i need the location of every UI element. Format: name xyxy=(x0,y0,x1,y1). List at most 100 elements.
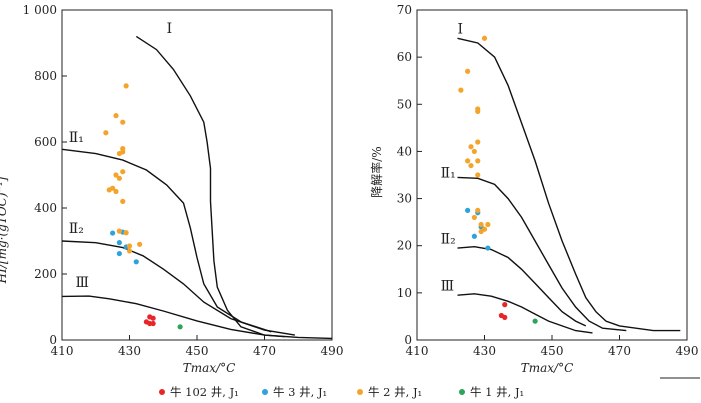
data-point-niu3 xyxy=(133,259,139,265)
kerogen-curve xyxy=(61,240,296,336)
curve-label: Ⅰ xyxy=(458,22,464,38)
data-point-niu2 xyxy=(106,187,112,193)
y-tick-label: 200 xyxy=(34,267,57,281)
data-point-niu2 xyxy=(475,108,481,114)
x-tick-label: 470 xyxy=(253,344,276,358)
ylabel-left: HI/[mg·(gTOC)⁻¹] xyxy=(0,176,9,284)
data-point-niu2 xyxy=(113,172,119,178)
y-tick-label: 0 xyxy=(404,333,412,347)
data-point-niu2 xyxy=(471,148,477,155)
data-point-niu2 xyxy=(465,158,471,164)
data-point-niu2 xyxy=(475,158,481,164)
data-point-niu102 xyxy=(502,314,508,320)
panel-left: HI/[mg·(gTOC)⁻¹] Tmax/°C 410 430 450 470 490… xyxy=(0,3,343,375)
data-point-niu3 xyxy=(110,230,116,236)
curve-label: Ⅱ₂ xyxy=(441,231,456,247)
data-point-niu2 xyxy=(116,228,122,234)
y-tick-label: 800 xyxy=(34,69,57,83)
xlabel-left: Tmax/°C xyxy=(183,361,236,375)
kerogen-curve xyxy=(61,148,272,333)
data-point-niu2 xyxy=(475,207,481,213)
curve-label: Ⅲ xyxy=(441,279,455,295)
legend-label-niu2: 牛 2 井, J₁ xyxy=(368,385,422,399)
y-tick-label: 600 xyxy=(34,135,57,149)
x-tick-label: 450 xyxy=(186,344,209,358)
kerogen-curve xyxy=(457,176,627,332)
curve-label: Ⅱ₁ xyxy=(69,130,84,146)
curve-label: Ⅱ₂ xyxy=(69,221,84,237)
kerogen-curve xyxy=(457,37,681,332)
kerogen-curve xyxy=(135,35,333,340)
curve-label: Ⅲ xyxy=(76,275,90,291)
data-point-niu2 xyxy=(103,130,109,136)
data-point-niu2 xyxy=(126,248,133,254)
y-tick-label: 60 xyxy=(397,50,412,64)
data-point-niu1 xyxy=(532,318,538,324)
curve-label: Ⅰ xyxy=(167,21,173,37)
y-tick-label: 10 xyxy=(397,286,412,300)
xlabel-right: Tmax/°C xyxy=(521,361,574,375)
curve-label: Ⅱ₁ xyxy=(441,165,456,181)
data-point-niu102 xyxy=(502,302,508,308)
data-point-niu2 xyxy=(126,243,133,249)
data-point-niu2 xyxy=(120,169,126,175)
x-tick-label: 490 xyxy=(321,344,344,358)
y-tick-label: 50 xyxy=(397,97,412,111)
data-point-niu3 xyxy=(116,250,122,257)
legend-marker-niu1 xyxy=(459,389,465,395)
y-tick-label: 40 xyxy=(397,144,412,158)
data-point-niu2 xyxy=(123,230,129,236)
plot-frame xyxy=(416,9,688,341)
points-right xyxy=(458,35,538,324)
data-point-niu3 xyxy=(116,240,122,246)
points-left xyxy=(103,83,183,330)
data-point-niu2 xyxy=(458,87,464,93)
data-point-niu2 xyxy=(116,175,122,181)
axes-left: 410 430 450 470 490 0 200 400 600 800 1 000 xyxy=(23,3,344,358)
panel-right: 降解率/% Tmax/°C 410 430 450 470 490 0 10 20 30 40 50… xyxy=(369,3,698,375)
x-tick-label: 430 xyxy=(473,344,496,358)
x-tick-label: 430 xyxy=(118,344,141,358)
legend-marker-niu2 xyxy=(357,389,363,395)
data-point-niu2 xyxy=(123,83,129,89)
x-tick-label: 470 xyxy=(608,344,631,358)
kerogen-curve xyxy=(457,245,587,327)
plot-frame xyxy=(61,9,333,341)
data-point-niu2 xyxy=(137,241,143,247)
kerogen-curve xyxy=(457,293,593,334)
data-point-niu2 xyxy=(465,68,471,74)
legend-label-niu3: 牛 3 井, J₁ xyxy=(273,385,327,399)
data-point-niu2 xyxy=(485,221,491,228)
axes-right: 410 430 450 470 490 0 10 20 30 40 50 60 70 xyxy=(397,3,699,358)
data-point-niu2 xyxy=(468,144,474,150)
data-point-niu1 xyxy=(177,324,183,330)
y-tick-label: 20 xyxy=(397,239,412,253)
y-tick-label: 70 xyxy=(397,3,412,17)
x-tick-label: 410 xyxy=(51,344,74,358)
x-tick-label: 490 xyxy=(676,344,699,358)
y-tick-label: 1 000 xyxy=(23,3,57,17)
data-point-niu102 xyxy=(150,320,156,327)
y-tick-label: 0 xyxy=(49,333,57,347)
data-point-niu2 xyxy=(468,162,474,169)
data-point-niu2 xyxy=(120,198,126,204)
data-point-niu2 xyxy=(113,113,119,119)
data-point-niu3 xyxy=(485,245,491,251)
legend: 牛 102 井, J₁ 牛 3 井, J₁ 牛 2 井, J₁ 牛 1 井, J₁ xyxy=(159,385,524,399)
data-point-niu2 xyxy=(116,150,122,157)
legend-marker-niu102 xyxy=(159,389,165,395)
kerogen-curve xyxy=(61,295,285,338)
ylabel-right: 降解率/% xyxy=(369,146,384,197)
data-point-niu3 xyxy=(471,233,477,239)
data-point-niu2 xyxy=(478,221,484,228)
data-point-niu2 xyxy=(471,214,477,221)
legend-label-niu102: 牛 102 井, J₁ xyxy=(170,385,239,399)
legend-label-niu1: 牛 1 井, J₁ xyxy=(470,385,524,399)
data-point-niu2 xyxy=(475,139,481,145)
x-tick-label: 450 xyxy=(541,344,564,358)
x-tick-label: 410 xyxy=(406,344,429,358)
data-point-niu102 xyxy=(150,315,156,321)
data-point-niu2 xyxy=(481,35,488,41)
data-point-niu3 xyxy=(465,207,471,213)
